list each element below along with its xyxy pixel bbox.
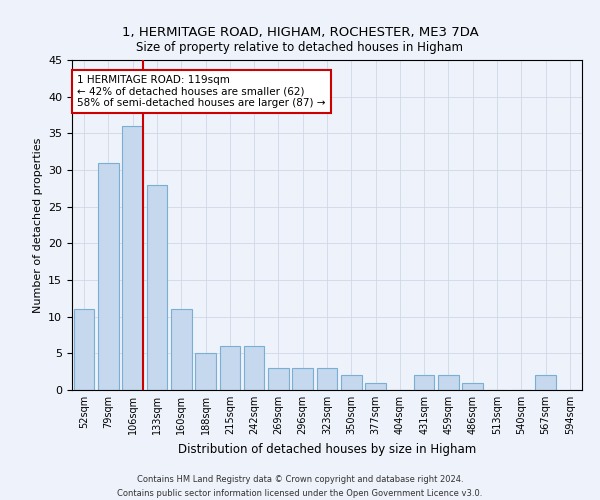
- Bar: [535, 376, 556, 390]
- Text: Contains HM Land Registry data © Crown copyright and database right 2024.
Contai: Contains HM Land Registry data © Crown c…: [118, 476, 482, 498]
- Bar: [365, 382, 386, 390]
- Bar: [341, 376, 362, 390]
- Bar: [438, 376, 459, 390]
- Bar: [292, 368, 313, 390]
- Bar: [463, 382, 483, 390]
- Bar: [171, 310, 191, 390]
- Text: 1, HERMITAGE ROAD, HIGHAM, ROCHESTER, ME3 7DA: 1, HERMITAGE ROAD, HIGHAM, ROCHESTER, ME…: [122, 26, 478, 39]
- Y-axis label: Number of detached properties: Number of detached properties: [32, 138, 43, 312]
- Bar: [98, 162, 119, 390]
- Text: 1 HERMITAGE ROAD: 119sqm
← 42% of detached houses are smaller (62)
58% of semi-d: 1 HERMITAGE ROAD: 119sqm ← 42% of detach…: [77, 75, 326, 108]
- Bar: [220, 346, 240, 390]
- Bar: [74, 310, 94, 390]
- Bar: [244, 346, 265, 390]
- Bar: [414, 376, 434, 390]
- Bar: [268, 368, 289, 390]
- Bar: [146, 184, 167, 390]
- Text: Size of property relative to detached houses in Higham: Size of property relative to detached ho…: [137, 41, 464, 54]
- Bar: [195, 354, 216, 390]
- Bar: [317, 368, 337, 390]
- X-axis label: Distribution of detached houses by size in Higham: Distribution of detached houses by size …: [178, 442, 476, 456]
- Bar: [122, 126, 143, 390]
